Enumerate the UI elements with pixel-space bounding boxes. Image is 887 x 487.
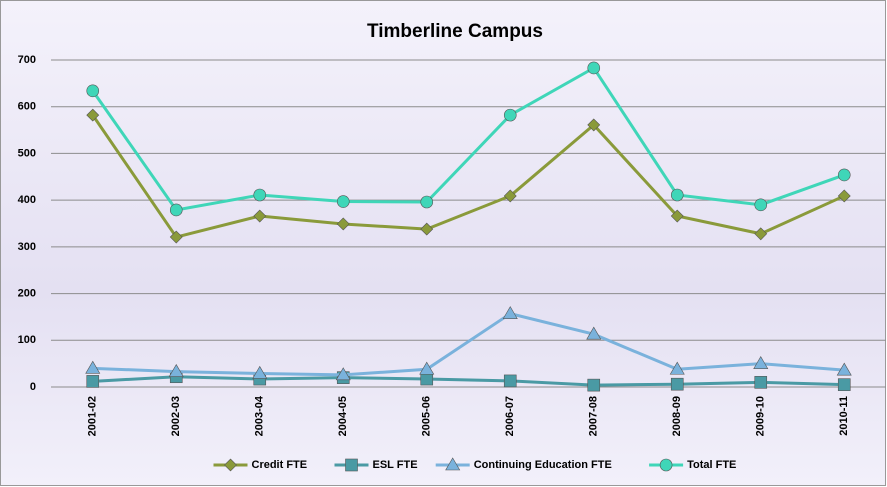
data-point bbox=[87, 85, 99, 97]
y-tick-label: 200 bbox=[18, 287, 36, 299]
data-point bbox=[755, 199, 767, 211]
data-point bbox=[421, 373, 433, 385]
data-point bbox=[838, 169, 850, 181]
legend-label: ESL FTE bbox=[373, 459, 418, 471]
y-tick-label: 700 bbox=[18, 54, 36, 66]
x-tick-label: 2004-05 bbox=[337, 396, 349, 436]
legend-marker bbox=[346, 459, 358, 471]
y-tick-label: 400 bbox=[18, 194, 36, 206]
x-tick-label: 2005-06 bbox=[421, 396, 433, 436]
x-tick-label: 2009-10 bbox=[755, 396, 767, 436]
data-point bbox=[755, 376, 767, 388]
data-point bbox=[838, 379, 850, 391]
x-tick-label: 2006-07 bbox=[504, 396, 516, 436]
data-point bbox=[671, 189, 683, 201]
x-tick-label: 2001-02 bbox=[87, 396, 99, 436]
y-tick-label: 0 bbox=[30, 381, 36, 393]
data-point bbox=[504, 375, 516, 387]
data-point bbox=[170, 204, 182, 216]
chart: Timberline Campus 0 100 200 300 400 500 600 700… bbox=[0, 0, 887, 487]
y-tick-label: 500 bbox=[18, 147, 36, 159]
y-tick-label: 100 bbox=[18, 334, 36, 346]
y-tick-label: 300 bbox=[18, 241, 36, 253]
data-point bbox=[588, 379, 600, 391]
legend-label: Total FTE bbox=[687, 459, 736, 471]
legend-marker bbox=[660, 459, 672, 471]
x-tick-label: 2010-11 bbox=[838, 396, 850, 436]
x-tick-label: 2003-04 bbox=[254, 395, 266, 436]
x-tick-label: 2008-09 bbox=[671, 396, 683, 436]
legend-label: Credit FTE bbox=[252, 459, 308, 471]
data-point bbox=[504, 109, 516, 121]
data-point bbox=[337, 196, 349, 208]
chart-background bbox=[1, 1, 886, 486]
x-tick-label: 2002-03 bbox=[170, 396, 182, 436]
data-point bbox=[671, 378, 683, 390]
y-tick-label: 600 bbox=[18, 101, 36, 113]
chart-title: Timberline Campus bbox=[367, 21, 543, 42]
data-point bbox=[421, 196, 433, 208]
legend-label: Continuing Education FTE bbox=[474, 459, 612, 471]
x-tick-label: 2007-08 bbox=[588, 396, 600, 436]
data-point bbox=[87, 375, 99, 387]
data-point bbox=[254, 189, 266, 201]
data-point bbox=[588, 62, 600, 74]
